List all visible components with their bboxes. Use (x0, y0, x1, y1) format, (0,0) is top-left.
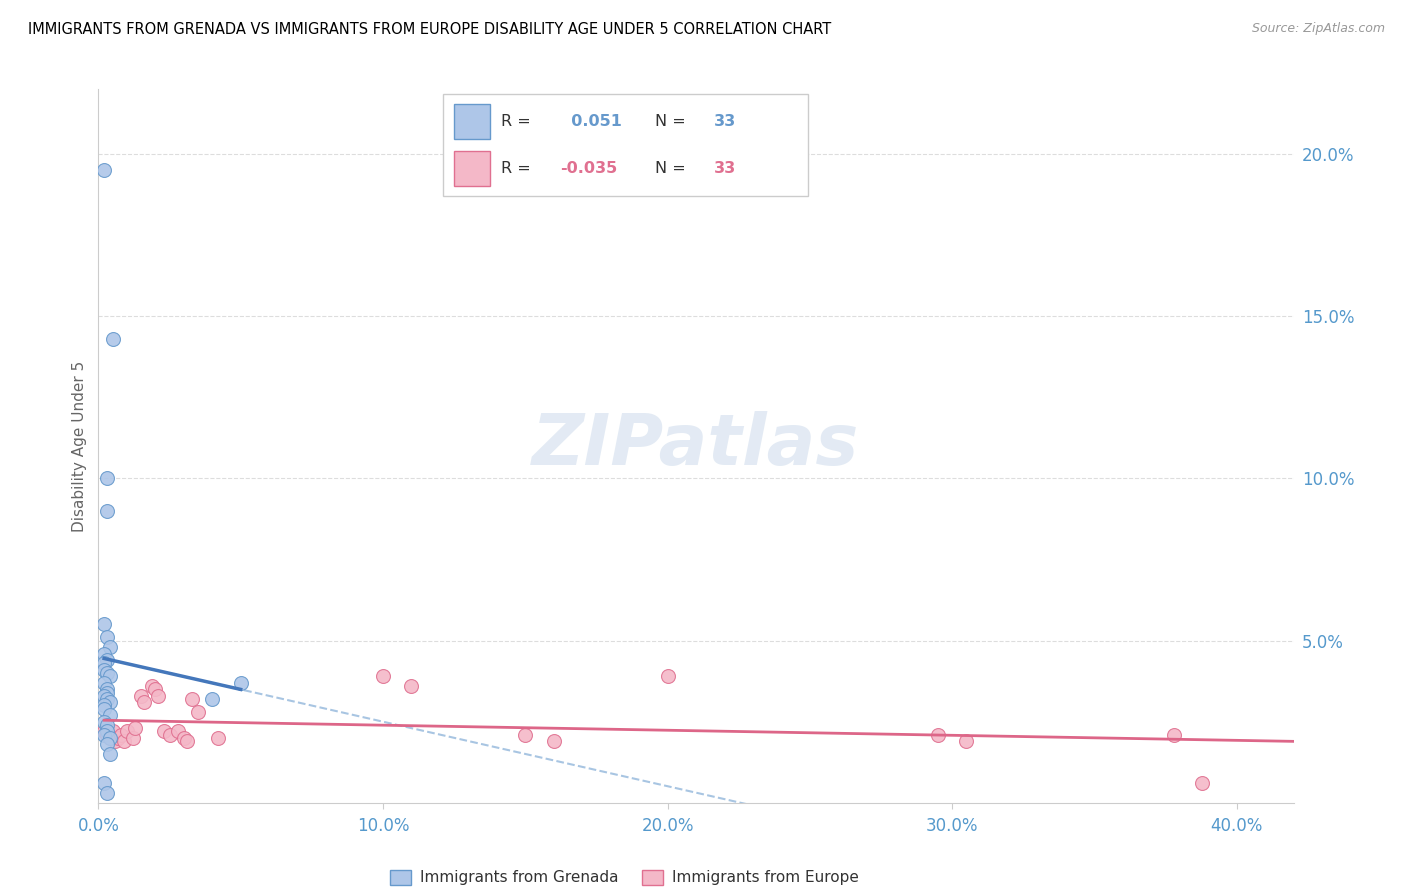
Text: IMMIGRANTS FROM GRENADA VS IMMIGRANTS FROM EUROPE DISABILITY AGE UNDER 5 CORRELA: IMMIGRANTS FROM GRENADA VS IMMIGRANTS FR… (28, 22, 831, 37)
FancyBboxPatch shape (443, 94, 808, 196)
Point (201, 692, 224, 706)
Point (98, 747, 121, 761)
Point (93, 675, 115, 690)
Point (401, 679, 423, 693)
Point (93, 689, 115, 703)
Point (98, 731, 121, 745)
Point (148, 689, 170, 703)
Point (143, 682, 166, 697)
Legend: Immigrants from Grenada, Immigrants from Europe: Immigrants from Grenada, Immigrants from… (384, 863, 865, 891)
Point (96, 471, 118, 485)
Point (115, 724, 138, 739)
FancyBboxPatch shape (454, 151, 491, 186)
Point (657, 669, 679, 683)
Point (955, 734, 977, 748)
Point (173, 731, 195, 745)
Text: -0.035: -0.035 (560, 161, 617, 176)
Point (124, 721, 146, 735)
Point (1191, 776, 1213, 790)
Point (96, 738, 118, 752)
Point (229, 675, 252, 690)
Point (207, 731, 229, 745)
Point (153, 724, 176, 739)
Point (543, 734, 565, 748)
Text: N =: N = (655, 114, 686, 128)
Point (98, 695, 121, 709)
Point (93, 663, 115, 677)
Point (93, 163, 115, 178)
Point (927, 728, 949, 742)
Point (96, 692, 118, 706)
Point (141, 679, 163, 693)
Point (96, 728, 118, 742)
Text: R =: R = (502, 114, 531, 128)
Point (96, 786, 118, 800)
Point (101, 724, 124, 739)
Point (93, 714, 115, 729)
Text: 33: 33 (713, 114, 735, 128)
Point (98, 731, 121, 745)
Point (96, 718, 118, 732)
Point (96, 682, 118, 697)
Point (93, 657, 115, 671)
Point (181, 692, 204, 706)
Point (167, 724, 190, 739)
Point (112, 734, 135, 748)
Text: N =: N = (655, 161, 686, 176)
Y-axis label: Disability Age Under 5: Disability Age Under 5 (72, 360, 87, 532)
Text: ZIPatlas: ZIPatlas (533, 411, 859, 481)
Point (93, 724, 115, 739)
Point (159, 728, 181, 742)
Point (93, 728, 115, 742)
Text: 33: 33 (713, 161, 735, 176)
Point (98, 640, 121, 654)
Point (129, 689, 152, 703)
Text: 0.051: 0.051 (560, 114, 621, 128)
Point (96, 666, 118, 681)
Point (96, 653, 118, 667)
Point (371, 669, 394, 683)
Point (96, 685, 118, 699)
Text: R =: R = (502, 161, 531, 176)
Point (93, 702, 115, 716)
Point (98, 669, 121, 683)
Text: Source: ZipAtlas.com: Source: ZipAtlas.com (1251, 22, 1385, 36)
Point (101, 332, 124, 346)
Point (93, 647, 115, 661)
Point (515, 728, 537, 742)
Point (107, 731, 129, 745)
Point (93, 776, 115, 790)
Point (1163, 728, 1185, 742)
Point (187, 705, 209, 719)
Point (104, 734, 127, 748)
Point (121, 731, 143, 745)
Point (93, 698, 115, 713)
Point (110, 728, 132, 742)
Point (132, 695, 155, 709)
Point (98, 708, 121, 723)
Point (176, 734, 198, 748)
Point (93, 617, 115, 632)
Point (96, 504, 118, 518)
Point (96, 631, 118, 645)
FancyBboxPatch shape (454, 104, 491, 139)
Point (96, 724, 118, 739)
